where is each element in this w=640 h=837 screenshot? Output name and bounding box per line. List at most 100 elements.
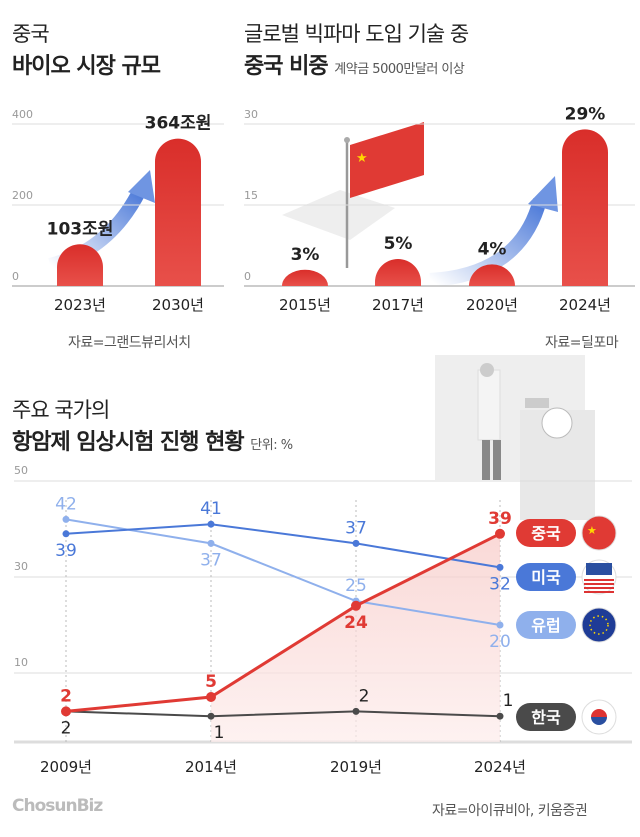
legend-label: 미국 (531, 568, 561, 587)
eu-flag-icon (581, 607, 617, 643)
taeguk-bottom (591, 717, 607, 725)
chart2-subtitle: 계약금 5000만달러 이상 (334, 62, 465, 77)
data-label: 29% (565, 104, 606, 124)
data-label: 3% (291, 245, 320, 265)
chart3-title-line1: 주요 국가의 (12, 398, 110, 422)
chart1-title-line1: 중국 (12, 22, 50, 46)
x-tick-label: 2024년 (474, 758, 526, 776)
chart2-source: 자료=딜포마 (545, 335, 619, 351)
data-label: 5% (384, 234, 413, 254)
legend-pill (516, 703, 576, 731)
data-point (495, 528, 505, 539)
data-label: 2 (60, 686, 72, 706)
data-point (207, 712, 215, 720)
data-point (352, 707, 360, 715)
chart3-title-line2: 항암제 임상시험 진행 현황 (12, 430, 245, 455)
bar (562, 129, 608, 286)
data-point (61, 706, 71, 717)
data-label: 1 (214, 723, 225, 743)
data-point (496, 563, 504, 571)
legend-label: 중국 (531, 524, 561, 543)
y-tick-label: 50 (14, 464, 28, 477)
bar (469, 264, 515, 286)
data-point (352, 539, 360, 547)
x-tick-label: 2014년 (185, 758, 237, 776)
data-label: 4% (478, 239, 507, 259)
chart3-source: 자료=아이큐비아, 키움증권 (432, 803, 588, 819)
data-point (207, 520, 215, 528)
data-point (207, 539, 215, 547)
data-point (206, 692, 216, 702)
data-point (351, 600, 361, 611)
data-label: 24 (344, 613, 368, 633)
data-label: 5 (205, 672, 217, 692)
x-tick-label: 2009년 (40, 758, 92, 776)
data-point (62, 515, 70, 523)
data-point (62, 530, 70, 538)
series-line (65, 710, 501, 718)
stripe (584, 579, 614, 581)
chosunbiz-logo: ChosunBiz (12, 796, 103, 816)
x-tick-label: 2015년 (279, 296, 331, 314)
china-area-fill (211, 533, 500, 742)
series-line (65, 523, 501, 569)
data-label: 39 (488, 509, 512, 529)
data-point (496, 712, 504, 720)
y-tick-label: 200 (12, 189, 33, 202)
y-tick-label: 30 (244, 108, 258, 121)
data-label: 41 (200, 499, 222, 519)
data-point (496, 621, 504, 629)
data-label: 37 (345, 518, 367, 538)
chart1-source: 자료=그랜드뷰리서치 (68, 335, 191, 351)
chart2-title-line2: 중국 비중 (244, 54, 329, 79)
data-label: 42 (55, 494, 77, 514)
data-label: 37 (200, 550, 222, 570)
data-label: 32 (489, 574, 511, 594)
x-tick-label: 2019년 (330, 758, 382, 776)
chart1-title-line2: 바이오 시장 규모 (12, 54, 161, 79)
y-tick-label: 0 (244, 270, 251, 283)
bar (282, 269, 328, 286)
data-label: 39 (55, 541, 77, 561)
y-tick-label: 15 (244, 189, 258, 202)
x-tick-label: 2017년 (372, 296, 424, 314)
stripe (584, 591, 614, 593)
china-flag-icon (581, 515, 617, 551)
bar (155, 138, 201, 286)
canton (586, 563, 612, 575)
star-icon: ★ (587, 524, 597, 537)
legend-pill (516, 519, 576, 547)
stripe (584, 583, 614, 585)
series-line (65, 532, 501, 713)
bar (375, 259, 421, 286)
x-tick-label: 2024년 (559, 296, 611, 314)
stars-ring (589, 615, 609, 635)
legend-label: 한국 (531, 708, 561, 727)
svg-text:★: ★ (356, 151, 368, 166)
y-tick-label: 10 (14, 656, 28, 669)
lab-illustration (435, 355, 595, 520)
legend-label: 유럽 (531, 616, 560, 635)
x-tick-label: 2030년 (152, 296, 204, 314)
y-tick-label: 0 (12, 270, 19, 283)
y-tick-label: 30 (14, 560, 28, 573)
legend-pill (516, 563, 576, 591)
data-label: 2 (359, 686, 370, 706)
chart3-unit: 단위: % (250, 438, 293, 453)
data-label: 1 (503, 691, 514, 711)
data-label: 25 (345, 576, 367, 596)
data-label: 364조원 (145, 114, 212, 134)
legend-pill (516, 611, 576, 639)
taeguk-top (591, 709, 607, 717)
stripe (584, 587, 614, 589)
series-line (65, 518, 501, 626)
bar (57, 244, 103, 286)
data-label: 2 (61, 718, 72, 738)
data-label: 103조원 (47, 219, 114, 239)
x-tick-label: 2023년 (54, 296, 106, 314)
x-tick-label: 2020년 (466, 296, 518, 314)
chart2-title-line1: 글로벌 빅파마 도입 기술 중 (244, 22, 469, 46)
y-tick-label: 400 (12, 108, 33, 121)
